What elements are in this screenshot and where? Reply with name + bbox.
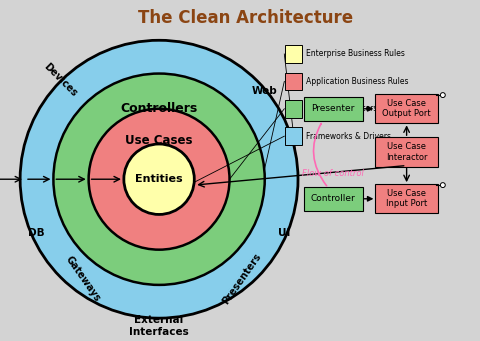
Circle shape (440, 93, 445, 98)
Text: Enterprise Business Rules: Enterprise Business Rules (306, 49, 405, 59)
Text: Gateways: Gateways (63, 254, 102, 303)
FancyBboxPatch shape (304, 97, 362, 120)
Text: DB: DB (28, 228, 45, 238)
Text: Entities: Entities (135, 174, 183, 184)
FancyBboxPatch shape (375, 184, 438, 213)
Circle shape (20, 40, 298, 318)
FancyBboxPatch shape (285, 100, 302, 118)
FancyBboxPatch shape (285, 45, 302, 63)
FancyBboxPatch shape (285, 128, 302, 145)
Text: Web: Web (252, 86, 277, 96)
Text: Flow of control: Flow of control (302, 169, 364, 178)
Text: Controllers: Controllers (120, 102, 198, 115)
Circle shape (124, 144, 194, 214)
Circle shape (89, 109, 229, 250)
Circle shape (440, 183, 445, 188)
FancyBboxPatch shape (285, 73, 302, 90)
Text: Use Cases: Use Cases (125, 134, 193, 147)
FancyBboxPatch shape (375, 137, 438, 166)
FancyBboxPatch shape (375, 94, 438, 123)
Text: Controller: Controller (311, 194, 356, 203)
FancyBboxPatch shape (304, 187, 362, 210)
Text: Use Case
Input Port: Use Case Input Port (386, 189, 427, 208)
Text: Devices: Devices (42, 62, 79, 99)
Circle shape (53, 74, 265, 285)
FancyArrowPatch shape (313, 123, 326, 186)
Text: Frameworks & Drivers: Frameworks & Drivers (306, 132, 391, 141)
Text: Presenter: Presenter (312, 104, 355, 113)
Text: Presenters: Presenters (221, 252, 264, 307)
Text: External
Interfaces: External Interfaces (129, 315, 189, 337)
Text: The Clean Architecture: The Clean Architecture (138, 9, 353, 27)
Text: Application Business Rules: Application Business Rules (306, 77, 408, 86)
Text: Interface Adapters: Interface Adapters (306, 104, 377, 113)
Text: Use Case
Output Port: Use Case Output Port (382, 99, 431, 118)
Text: Use Case
Interactor: Use Case Interactor (386, 142, 427, 162)
Text: UI: UI (278, 228, 290, 238)
